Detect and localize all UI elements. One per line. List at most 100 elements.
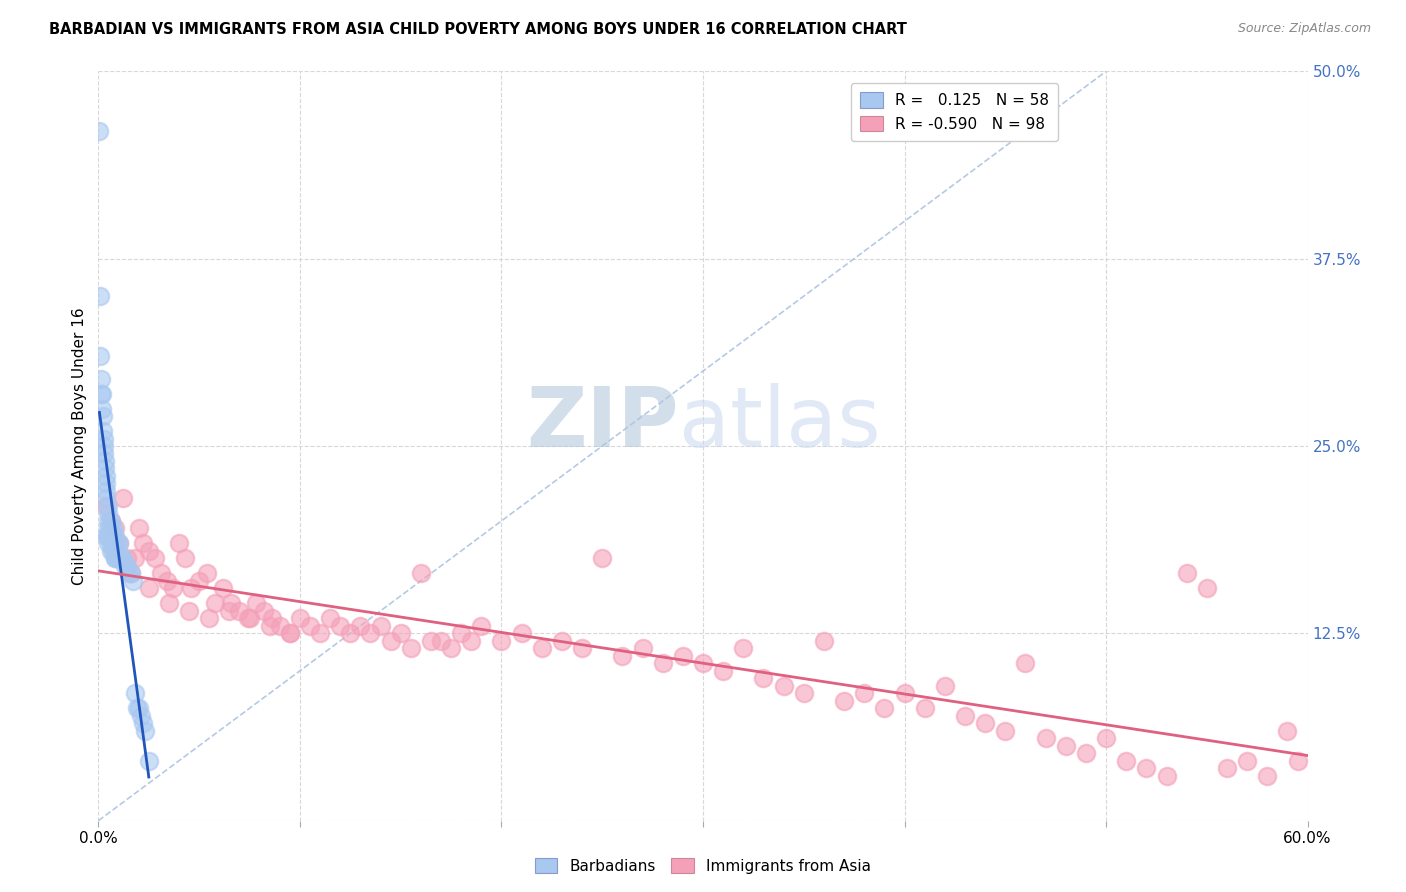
- Point: [612, 648, 634, 663]
- Point: [124, 551, 146, 566]
- Point: [440, 641, 463, 656]
- Point: [97, 507, 120, 521]
- Point: [97, 529, 120, 543]
- Point: [953, 708, 976, 723]
- Point: [174, 551, 197, 566]
- Point: [111, 551, 134, 566]
- Point: [100, 529, 122, 543]
- Point: [339, 626, 361, 640]
- Point: [94, 454, 117, 468]
- Point: [793, 686, 815, 700]
- Point: [90, 371, 112, 385]
- Point: [510, 626, 533, 640]
- Point: [118, 566, 141, 581]
- Point: [149, 566, 172, 581]
- Point: [319, 611, 342, 625]
- Point: [157, 596, 180, 610]
- Point: [93, 446, 115, 460]
- Point: [212, 582, 235, 596]
- Point: [93, 432, 115, 446]
- Point: [672, 648, 695, 663]
- Point: [259, 619, 281, 633]
- Text: atlas: atlas: [679, 383, 880, 464]
- Point: [893, 686, 915, 700]
- Point: [1115, 754, 1137, 768]
- Point: [103, 544, 125, 558]
- Point: [974, 716, 997, 731]
- Point: [97, 499, 120, 513]
- Point: [97, 536, 120, 550]
- Point: [180, 582, 202, 596]
- Point: [96, 491, 118, 506]
- Point: [120, 566, 142, 581]
- Point: [651, 657, 673, 671]
- Point: [711, 664, 734, 678]
- Point: [132, 716, 155, 731]
- Point: [1156, 769, 1178, 783]
- Point: [101, 529, 124, 543]
- Point: [134, 723, 156, 738]
- Point: [103, 529, 125, 543]
- Point: [97, 521, 120, 535]
- Point: [143, 551, 166, 566]
- Point: [124, 686, 146, 700]
- Point: [278, 626, 301, 640]
- Point: [349, 619, 371, 633]
- Point: [1195, 582, 1218, 596]
- Point: [188, 574, 211, 588]
- Point: [179, 604, 201, 618]
- Point: [128, 521, 150, 535]
- Point: [772, 679, 794, 693]
- Point: [460, 633, 482, 648]
- Point: [198, 611, 221, 625]
- Point: [692, 657, 714, 671]
- Point: [125, 701, 148, 715]
- Point: [832, 694, 855, 708]
- Point: [309, 626, 332, 640]
- Point: [491, 633, 513, 648]
- Point: [245, 596, 267, 610]
- Point: [94, 461, 117, 475]
- Point: [110, 551, 132, 566]
- Point: [101, 544, 124, 558]
- Point: [93, 409, 115, 423]
- Point: [138, 754, 160, 768]
- Point: [591, 551, 613, 566]
- Point: [120, 566, 142, 581]
- Point: [288, 611, 311, 625]
- Point: [329, 619, 352, 633]
- Point: [1256, 769, 1278, 783]
- Point: [96, 529, 118, 543]
- Point: [100, 514, 122, 528]
- Point: [1014, 657, 1036, 671]
- Point: [100, 536, 122, 550]
- Point: [101, 521, 124, 535]
- Point: [1035, 731, 1057, 746]
- Point: [121, 574, 143, 588]
- Point: [101, 536, 124, 550]
- Point: [994, 723, 1017, 738]
- Point: [91, 386, 114, 401]
- Point: [100, 514, 122, 528]
- Point: [115, 551, 138, 566]
- Point: [93, 424, 115, 438]
- Point: [167, 536, 190, 550]
- Point: [105, 551, 128, 566]
- Point: [228, 604, 250, 618]
- Point: [89, 124, 111, 138]
- Point: [162, 582, 184, 596]
- Point: [103, 521, 125, 535]
- Point: [399, 641, 422, 656]
- Point: [389, 626, 412, 640]
- Point: [218, 604, 240, 618]
- Y-axis label: Child Poverty Among Boys Under 16: Child Poverty Among Boys Under 16: [72, 307, 87, 585]
- Point: [1286, 754, 1309, 768]
- Point: [380, 633, 402, 648]
- Point: [1095, 731, 1118, 746]
- Text: BARBADIAN VS IMMIGRANTS FROM ASIA CHILD POVERTY AMONG BOYS UNDER 16 CORRELATION : BARBADIAN VS IMMIGRANTS FROM ASIA CHILD …: [49, 22, 907, 37]
- Point: [204, 596, 226, 610]
- Point: [221, 596, 243, 610]
- Legend: Barbadians, Immigrants from Asia: Barbadians, Immigrants from Asia: [529, 852, 877, 880]
- Point: [409, 566, 432, 581]
- Point: [100, 521, 122, 535]
